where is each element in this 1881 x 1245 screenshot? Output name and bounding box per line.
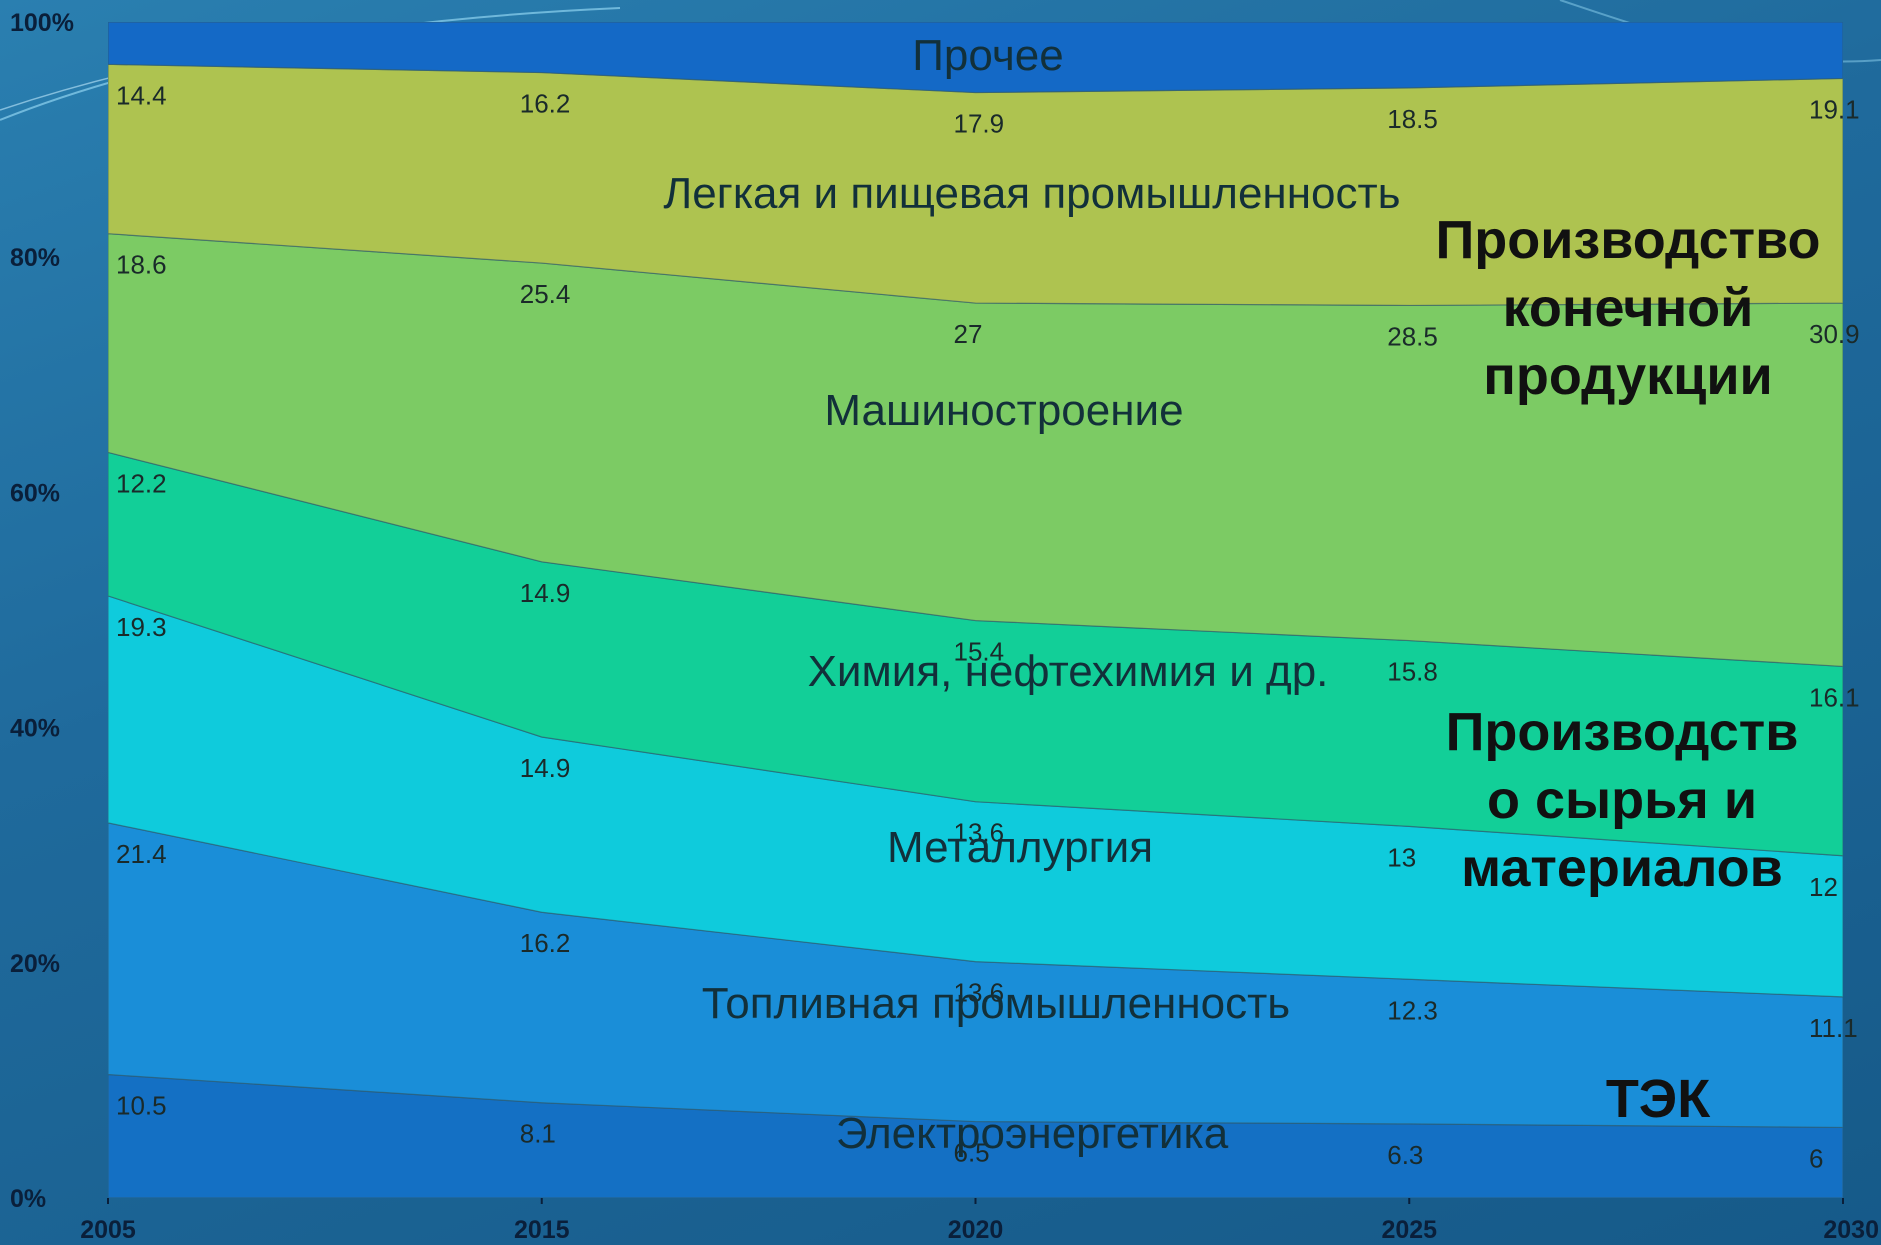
data-label: 17.9 xyxy=(954,109,1005,139)
y-tick-label: 0% xyxy=(10,1185,46,1213)
y-tick-label: 20% xyxy=(10,950,60,978)
group-labels: Производство конечной продукции Производств… xyxy=(1435,210,1820,1129)
group-label-final: Производство конечной продукции xyxy=(1435,210,1820,406)
data-label: 16.1 xyxy=(1809,682,1860,712)
x-axis-ticks: 2005 2015 2020 2025 2030 xyxy=(80,1198,1879,1244)
series-label-other: Прочее xyxy=(912,31,1063,80)
area-other xyxy=(108,22,1843,94)
data-label: 18.5 xyxy=(1387,104,1438,134)
data-label: 15.8 xyxy=(1387,657,1438,687)
y-axis-ticks: 0% 20% 40% 60% 80% 100% xyxy=(10,9,74,1213)
y-tick-label: 80% xyxy=(10,244,60,272)
data-label: 16.2 xyxy=(520,89,571,119)
data-label: 25.4 xyxy=(520,279,571,309)
data-label: 11.1 xyxy=(1809,1013,1858,1043)
data-label: 6.5 xyxy=(954,1138,990,1168)
data-label: 28.5 xyxy=(1387,321,1438,351)
data-label: 6.3 xyxy=(1387,1140,1423,1170)
x-tick-label: 2005 xyxy=(80,1216,136,1244)
data-label: 15.4 xyxy=(954,637,1005,667)
x-tick-label: 2025 xyxy=(1381,1216,1437,1244)
data-label: 10.5 xyxy=(116,1091,167,1121)
data-label: 14.4 xyxy=(116,80,167,110)
data-label: 16.2 xyxy=(520,928,571,958)
data-labels: 10.5 8.1 6.5 6.3 6 21.4 16.2 13.6 12.3 11.1 19.3 14… xyxy=(116,80,1860,1173)
series-label-metallurgy: Металлургия xyxy=(887,823,1153,872)
data-label: 6 xyxy=(1809,1143,1823,1173)
data-label: 13.6 xyxy=(954,978,1005,1008)
data-label: 12.3 xyxy=(1387,995,1438,1025)
series-label-chemistry: Химия, нефтехимия и др. xyxy=(808,647,1329,696)
group-label-fec: ТЭК xyxy=(1606,1069,1711,1129)
data-label: 13 xyxy=(1387,842,1416,872)
data-label: 19.3 xyxy=(116,612,167,642)
data-label: 14.9 xyxy=(520,578,571,608)
data-label: 14.9 xyxy=(520,753,571,783)
x-tick-label: 2015 xyxy=(514,1216,570,1244)
series-label-light-food: Легкая и пищевая промышленность xyxy=(663,169,1400,218)
data-label: 21.4 xyxy=(116,839,167,869)
y-tick-label: 60% xyxy=(10,479,60,507)
series-label-electricity: Электроэнергетика xyxy=(836,1109,1229,1158)
data-label: 13.6 xyxy=(954,818,1005,848)
area-layers xyxy=(108,22,1843,1198)
data-label: 12 xyxy=(1809,872,1838,902)
series-label-fuel: Топливная промышленность xyxy=(702,979,1290,1028)
x-tick-label: 2030 xyxy=(1823,1216,1879,1244)
group-label-raw: Производств о сырья и материалов xyxy=(1446,702,1799,898)
data-label: 18.6 xyxy=(116,250,167,280)
data-label: 12.2 xyxy=(116,468,167,498)
series-labels: Электроэнергетика Топливная промышленност… xyxy=(663,31,1400,1158)
series-label-machinery: Машиностроение xyxy=(824,386,1183,435)
y-tick-label: 40% xyxy=(10,715,60,743)
data-label: 8.1 xyxy=(520,1119,556,1149)
data-label: 30.9 xyxy=(1809,319,1860,349)
y-tick-label: 100% xyxy=(10,9,74,37)
data-label: 27 xyxy=(954,319,983,349)
data-label: 19.1 xyxy=(1809,94,1860,124)
x-tick-label: 2020 xyxy=(948,1216,1004,1244)
